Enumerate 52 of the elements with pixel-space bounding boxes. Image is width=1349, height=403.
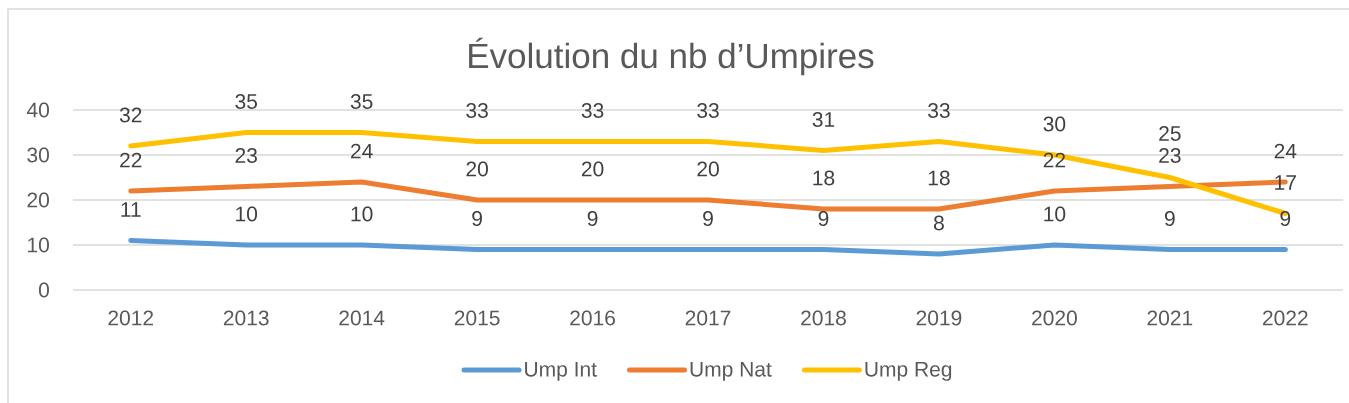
data-label: 11	[121, 202, 141, 217]
y-tick-label: 0	[38, 282, 49, 298]
data-label: 22	[120, 152, 142, 168]
data-label: 33	[466, 103, 488, 118]
data-label: 25	[1159, 126, 1181, 141]
data-label: 10	[236, 206, 258, 222]
y-tick-label: 10	[28, 237, 49, 253]
data-label: 20	[581, 161, 604, 177]
data-label: 33	[928, 103, 950, 118]
chart-title: Évolution du nb d’Umpires	[469, 37, 874, 76]
data-label: 20	[466, 161, 488, 177]
data-label: 24	[351, 143, 373, 159]
data-label: 18	[928, 170, 950, 186]
data-label: 9	[818, 211, 829, 226]
y-tick-label: 20	[27, 192, 49, 208]
data-label: 23	[1159, 148, 1181, 163]
data-label: 33	[581, 103, 604, 118]
data-label: 30	[1043, 116, 1066, 132]
y-tick-label: 40	[26, 102, 49, 118]
x-tick-label: 2016	[570, 310, 615, 326]
x-tick-label: 2020	[1032, 310, 1077, 326]
data-label: 22	[1043, 152, 1066, 168]
legend-label: Ump Nat	[690, 362, 772, 381]
data-label: 23	[235, 148, 257, 163]
data-label: 18	[813, 170, 835, 186]
data-label: 35	[350, 94, 373, 109]
data-label: 10	[1044, 206, 1066, 222]
data-label: 24	[1274, 143, 1297, 159]
data-label: 33	[697, 103, 719, 118]
x-tick-label: 2018	[801, 310, 846, 326]
data-label: 35	[235, 94, 257, 109]
x-tick-label: 2015	[454, 310, 500, 326]
legend-label: Ump Reg	[865, 362, 952, 381]
x-tick-label: 2014	[339, 310, 385, 326]
data-label: 8	[934, 215, 944, 231]
data-label: 31	[812, 112, 835, 127]
y-tick-label: 30	[27, 147, 49, 163]
data-label: 10	[351, 206, 373, 222]
x-tick-label: 2017	[685, 310, 731, 326]
data-label: 9	[587, 211, 598, 226]
x-tick-label: 2021	[1147, 310, 1193, 326]
x-tick-label: 2013	[223, 310, 269, 326]
x-tick-label: 2012	[108, 310, 154, 326]
legend-label: Ump Int	[525, 362, 597, 381]
data-label: 20	[697, 161, 719, 177]
x-tick-label: 2019	[916, 310, 962, 326]
data-label: 9	[703, 211, 713, 226]
x-tick-label: 2022	[1263, 310, 1308, 326]
data-label: 9	[472, 211, 482, 226]
data-label: 9	[1280, 211, 1291, 226]
data-label: 32	[119, 107, 142, 123]
data-label: 9	[1164, 211, 1175, 226]
